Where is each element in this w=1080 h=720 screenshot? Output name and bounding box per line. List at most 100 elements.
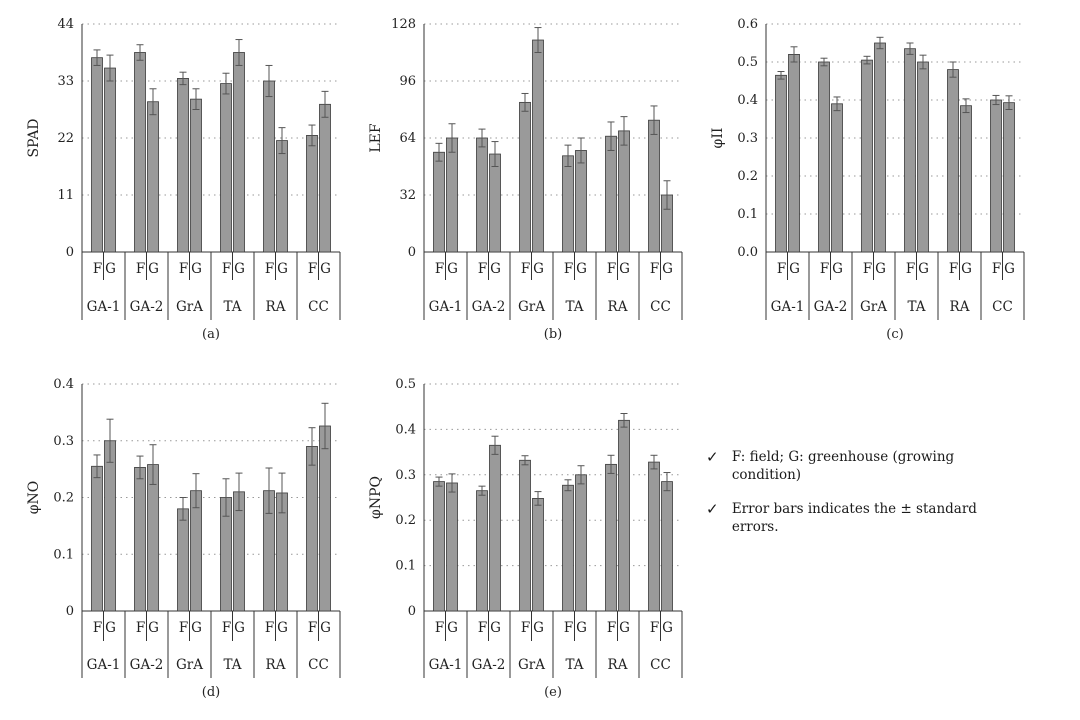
- bar: [104, 67, 116, 253]
- y-tick-label: 0.3: [395, 468, 416, 483]
- series-tick-label: G: [105, 261, 116, 277]
- y-tick-label: 0.2: [395, 513, 416, 528]
- y-tick-label: 0.0: [737, 245, 758, 260]
- check-icon: ✓: [706, 448, 719, 466]
- category-label: GrA: [860, 299, 887, 315]
- bar: [874, 42, 886, 253]
- y-tick-label: 0.1: [53, 547, 74, 562]
- bar: [575, 150, 587, 253]
- y-tick-label: 96: [399, 74, 416, 89]
- series-tick-label: F: [650, 620, 659, 636]
- y-tick-label: 0: [408, 604, 416, 619]
- category-label: GA-1: [429, 657, 463, 673]
- bar: [446, 482, 458, 612]
- series-tick-label: G: [148, 620, 159, 636]
- series-tick-label: F: [949, 261, 958, 277]
- y-axis-label: φII: [710, 128, 726, 149]
- category-label: GrA: [176, 657, 203, 673]
- category-label: TA: [223, 657, 241, 673]
- bar: [489, 153, 501, 253]
- bar: [831, 103, 843, 253]
- series-tick-label: G: [277, 620, 288, 636]
- category-label: GA-2: [814, 299, 848, 315]
- series-tick-label: F: [265, 620, 274, 636]
- series-tick-label: F: [521, 261, 530, 277]
- bar: [263, 80, 275, 253]
- series-tick-label: G: [533, 620, 544, 636]
- y-tick-label: 0.4: [53, 377, 74, 392]
- category-label: RA: [266, 657, 286, 673]
- y-tick-label: 128: [391, 17, 416, 32]
- bar: [306, 446, 318, 612]
- y-tick-label: 0.5: [737, 55, 758, 70]
- series-tick-label: F: [93, 620, 102, 636]
- bar: [861, 59, 873, 253]
- series-tick-label: G: [961, 261, 972, 277]
- series-tick-label: F: [308, 261, 317, 277]
- bar: [648, 461, 660, 612]
- bar: [605, 463, 617, 612]
- series-tick-label: G: [191, 620, 202, 636]
- series-tick-label: G: [576, 620, 587, 636]
- category-label: RA: [608, 299, 628, 315]
- y-tick-label: 0.3: [53, 434, 74, 449]
- y-tick-label: 32: [399, 188, 416, 203]
- category-label: TA: [565, 657, 583, 673]
- bar: [519, 101, 531, 253]
- series-tick-label: G: [918, 261, 929, 277]
- series-tick-label: F: [478, 261, 487, 277]
- series-tick-label: F: [179, 261, 188, 277]
- category-label: GrA: [518, 657, 545, 673]
- series-tick-label: F: [136, 261, 145, 277]
- series-tick-label: F: [222, 620, 231, 636]
- y-tick-label: 44: [57, 17, 74, 32]
- bar: [476, 490, 488, 612]
- y-tick-label: 0.2: [53, 491, 74, 506]
- y-tick-label: 0: [66, 245, 74, 260]
- series-tick-label: G: [619, 620, 630, 636]
- series-tick-label: F: [308, 620, 317, 636]
- legend-text-error-bars: Error bars indicates the ± standard erro…: [731, 501, 977, 535]
- category-label: GA-1: [87, 299, 121, 315]
- category-label: TA: [223, 299, 241, 315]
- series-tick-label: G: [191, 261, 202, 277]
- check-icon: ✓: [706, 500, 719, 518]
- series-tick-label: F: [93, 261, 102, 277]
- category-label: GA-2: [472, 299, 506, 315]
- category-label: CC: [992, 299, 1013, 315]
- y-tick-label: 0.4: [737, 93, 758, 108]
- series-tick-label: G: [533, 261, 544, 277]
- bar: [177, 78, 189, 253]
- series-tick-label: G: [490, 261, 501, 277]
- bar: [575, 474, 587, 612]
- category-label: GA-2: [130, 299, 164, 315]
- y-tick-label: 0.5: [395, 377, 416, 392]
- panel-label: (d): [202, 685, 220, 700]
- bar: [134, 467, 146, 612]
- bar: [446, 137, 458, 253]
- panel-label: (b): [544, 327, 562, 342]
- series-tick-label: F: [863, 261, 872, 277]
- series-tick-label: F: [521, 620, 530, 636]
- bar: [489, 444, 501, 612]
- y-tick-label: 64: [399, 131, 416, 146]
- y-tick-label: 0.3: [737, 131, 758, 146]
- bar: [775, 74, 787, 253]
- series-tick-label: G: [320, 620, 331, 636]
- bar: [917, 61, 929, 253]
- category-label: CC: [650, 299, 671, 315]
- series-tick-label: F: [607, 261, 616, 277]
- y-tick-label: 33: [57, 74, 74, 89]
- category-label: TA: [565, 299, 583, 315]
- category-label: CC: [650, 657, 671, 673]
- series-tick-label: F: [564, 620, 573, 636]
- category-label: GA-1: [429, 299, 463, 315]
- series-tick-label: G: [105, 620, 116, 636]
- bar: [562, 155, 574, 253]
- series-tick-label: G: [619, 261, 630, 277]
- category-label: CC: [308, 299, 329, 315]
